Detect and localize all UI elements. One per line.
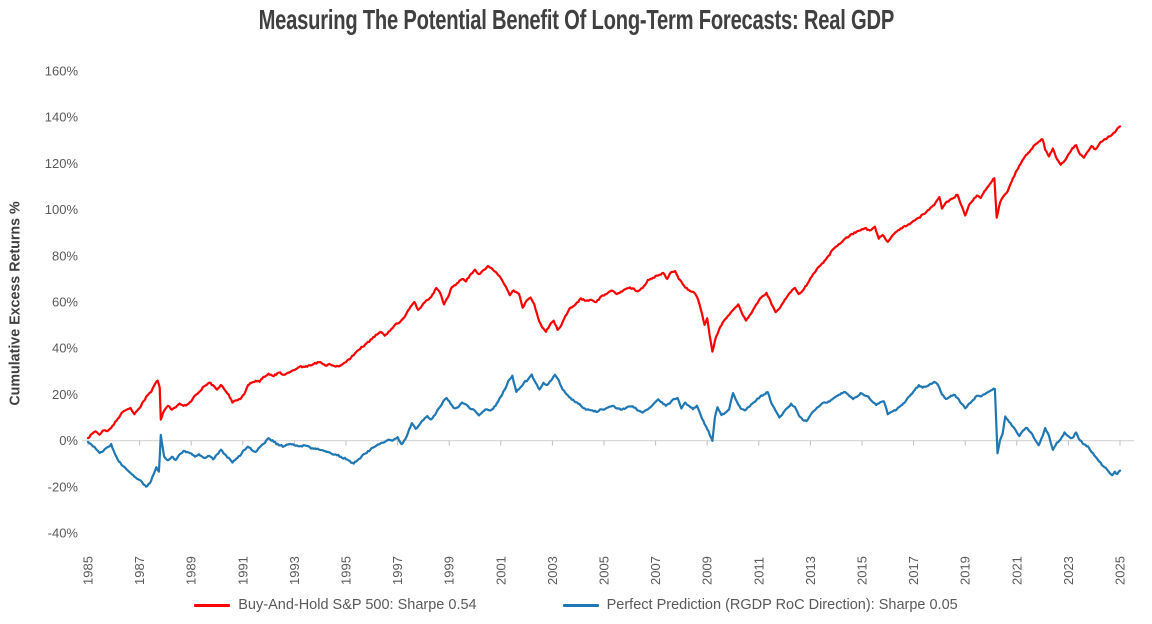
chart-title: Measuring The Potential Benefit Of Long-… [0,4,1152,36]
svg-text:2023: 2023 [1061,556,1076,585]
svg-text:60%: 60% [52,295,78,310]
svg-text:2013: 2013 [803,556,818,585]
svg-text:100%: 100% [45,202,79,217]
svg-text:1995: 1995 [339,556,354,585]
svg-text:2007: 2007 [648,556,663,585]
svg-text:-20%: -20% [48,479,79,494]
svg-text:2009: 2009 [700,556,715,585]
svg-text:2005: 2005 [597,556,612,585]
svg-text:2003: 2003 [545,556,560,585]
svg-text:1985: 1985 [81,556,96,585]
svg-text:1993: 1993 [287,556,302,585]
svg-text:2011: 2011 [751,557,766,585]
svg-text:20%: 20% [52,387,78,402]
legend: Buy-And-Hold S&P 500: Sharpe 0.54 Perfec… [0,597,1152,613]
legend-item-perfect-prediction: Perfect Prediction (RGDP RoC Direction):… [562,597,958,613]
svg-text:120%: 120% [45,156,79,171]
svg-text:1987: 1987 [132,556,147,585]
legend-line-swatch-blue [562,603,599,607]
svg-text:1989: 1989 [184,556,199,585]
chart-title-text: Measuring The Potential Benefit Of Long-… [258,4,894,35]
legend-label-buy-and-hold: Buy-And-Hold S&P 500: Sharpe 0.54 [238,597,477,613]
svg-text:80%: 80% [52,248,78,263]
svg-text:40%: 40% [52,341,78,356]
svg-text:2001: 2001 [493,556,508,585]
svg-text:160%: 160% [45,64,79,79]
svg-text:1997: 1997 [390,556,405,585]
svg-text:140%: 140% [45,110,79,125]
svg-text:2021: 2021 [1009,556,1024,585]
svg-text:2017: 2017 [906,556,921,585]
svg-text:2025: 2025 [1113,556,1128,585]
svg-text:1991: 1991 [235,556,250,585]
svg-text:0%: 0% [59,433,78,448]
svg-text:1999: 1999 [442,556,457,585]
legend-item-buy-and-hold: Buy-And-Hold S&P 500: Sharpe 0.54 [194,597,477,613]
svg-text:2015: 2015 [855,556,870,585]
legend-label-perfect-prediction: Perfect Prediction (RGDP RoC Direction):… [606,597,958,613]
svg-text:2019: 2019 [958,556,973,585]
legend-line-swatch-red [194,603,231,607]
svg-text:-40%: -40% [48,526,79,541]
